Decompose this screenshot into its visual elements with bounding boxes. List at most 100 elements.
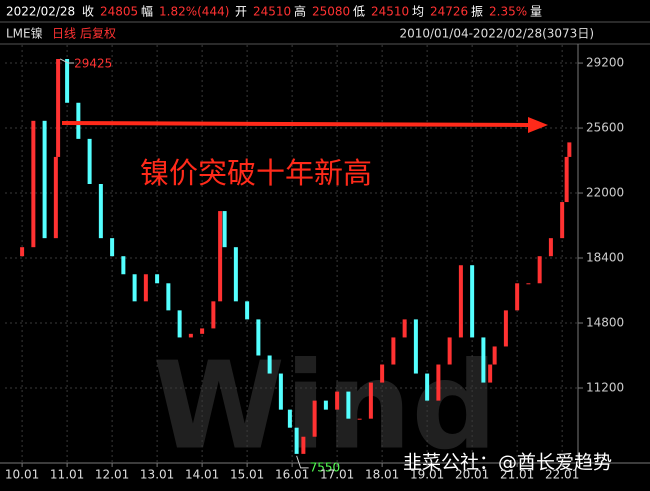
x-tick-label: 20.01 <box>455 468 489 482</box>
candle <box>564 156 569 203</box>
candle <box>287 409 292 428</box>
candle <box>515 283 520 311</box>
candle <box>211 301 216 329</box>
candle <box>346 391 351 419</box>
candle <box>218 211 223 302</box>
candle <box>65 58 70 103</box>
candle <box>294 427 299 454</box>
header-label: 收 <box>82 5 94 19</box>
max-pointer <box>59 58 75 64</box>
adjust-label: 后复权 <box>80 27 116 41</box>
candle <box>20 247 25 257</box>
candle <box>537 256 542 284</box>
candle <box>42 120 47 239</box>
header-value: 24510 <box>253 5 291 19</box>
header-value: 1.82%(444) <box>159 5 229 19</box>
candle <box>567 142 572 157</box>
x-tick-label: 11.01 <box>50 468 84 482</box>
candle <box>256 319 261 356</box>
candle <box>155 274 160 284</box>
candle <box>413 319 418 374</box>
candle <box>481 337 486 383</box>
candle <box>143 274 148 302</box>
max-label: 29425 <box>74 56 112 70</box>
candle <box>357 418 362 420</box>
annotation: 镍价突破十年新高 <box>140 156 372 190</box>
x-tick-label: 13.01 <box>140 468 174 482</box>
x-tick-label: 18.01 <box>365 468 399 482</box>
min-pointer <box>296 455 309 469</box>
candle <box>31 120 36 248</box>
y-tick-label: 18400 <box>586 251 624 265</box>
candle <box>245 301 250 320</box>
candle <box>548 238 553 257</box>
x-tick-label: 12.01 <box>95 468 129 482</box>
candle <box>121 256 126 275</box>
header: 2022/02/28 收 24805 幅 1.82%(444) 开 24510 高 25080 低… <box>6 4 542 19</box>
header-value: 25080 <box>312 5 350 19</box>
candle <box>222 211 227 248</box>
instrument-name: LME镍 <box>6 27 43 41</box>
candle <box>132 274 137 302</box>
candle <box>380 364 385 383</box>
x-tick-label: 15.01 <box>230 468 264 482</box>
plot-area: 29425 7550 <box>5 45 577 474</box>
header-label: 低 <box>353 5 365 19</box>
candle <box>560 202 565 239</box>
y-tick-label: 22000 <box>586 186 624 200</box>
candle <box>110 238 115 257</box>
candle <box>166 283 171 311</box>
header-value: 24510 <box>371 5 409 19</box>
candle <box>267 355 272 374</box>
candle <box>56 58 61 157</box>
candle <box>492 346 497 365</box>
header-value: 2.35% <box>489 5 527 19</box>
candle <box>402 319 407 338</box>
candle <box>391 337 396 365</box>
y-tick-label: 14800 <box>586 316 624 330</box>
candle <box>425 373 430 401</box>
header-value: 24726 <box>430 5 468 19</box>
header-value: 24805 <box>100 5 138 19</box>
candle <box>503 310 508 347</box>
candle <box>312 400 317 437</box>
header-label: 量 <box>530 5 542 19</box>
candle <box>335 391 340 410</box>
period-label: 日线 <box>52 27 76 41</box>
arrow-head <box>528 117 548 133</box>
x-tick-label: 19.01 <box>410 468 444 482</box>
trend-arrow <box>61 121 529 127</box>
date-range: 2010/01/04-2022/02/28(3073日) <box>399 27 594 41</box>
header-label: 高 <box>294 4 306 19</box>
candle <box>447 337 452 365</box>
candle <box>470 265 475 338</box>
header-label: 振 <box>471 5 483 19</box>
candle <box>76 102 81 139</box>
header-label: 幅 <box>141 4 153 19</box>
credit: 韭菜公社：@酋长爱趋势 <box>403 452 612 474</box>
candle <box>323 400 328 410</box>
candle <box>278 373 283 410</box>
header-label: 均 <box>412 5 424 19</box>
y-tick-label: 25600 <box>586 121 624 135</box>
header-date: 2022/02/28 <box>6 5 75 19</box>
min-label: 7550 <box>310 460 341 474</box>
candle <box>301 436 306 454</box>
candle <box>436 364 441 401</box>
x-tick-label: 21.01 <box>500 468 534 482</box>
candle <box>188 333 193 338</box>
header-label: 开 <box>235 5 247 19</box>
candle <box>98 184 103 239</box>
candle <box>53 156 58 239</box>
y-tick-label: 11200 <box>586 380 624 394</box>
candle <box>526 283 531 285</box>
candle <box>87 138 92 184</box>
candle <box>368 382 373 419</box>
candle <box>233 247 238 302</box>
candle <box>488 364 493 383</box>
candle <box>177 310 182 338</box>
x-tick-label: 22.01 <box>545 468 579 482</box>
x-tick-label: 16.01 <box>275 468 309 482</box>
y-tick-label: 29200 <box>586 56 624 70</box>
